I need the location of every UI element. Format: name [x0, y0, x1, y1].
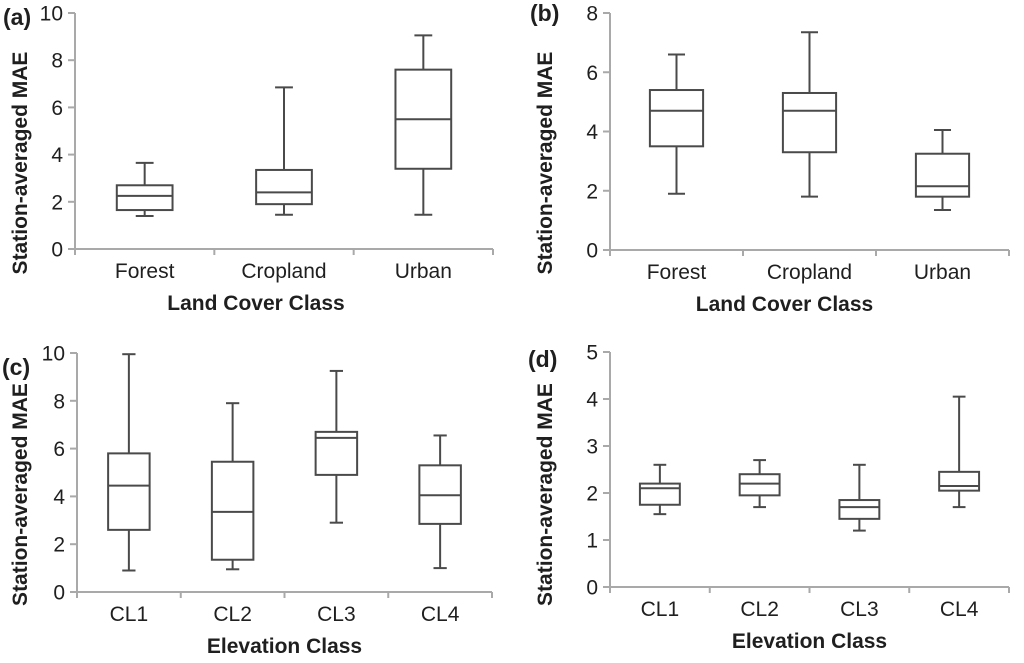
y-tick-label: 0	[53, 582, 65, 605]
x-axis-title: Land Cover Class	[167, 292, 344, 315]
y-tick-label: 6	[51, 97, 63, 120]
x-category-label: CL3	[840, 598, 879, 621]
y-axis-title: Station-averaged MAE	[534, 383, 557, 606]
box-whisker-Forest	[115, 161, 174, 217]
box-whisker-CL3	[838, 463, 881, 532]
y-tick-label: 8	[586, 3, 598, 26]
x-category-label: CL4	[421, 603, 460, 626]
y-tick-label: 8	[53, 390, 65, 413]
iqr-box	[638, 482, 681, 506]
y-tick-label: 10	[40, 3, 63, 26]
y-tick-label: 0	[51, 239, 63, 262]
boxplot-panel-d: 0 1 2 3 4 5 CL1 CL2 CL3 CL4 Elevation Class Station…	[528, 342, 1010, 653]
y-tick-label: 1	[586, 530, 598, 553]
panel-label: (a)	[3, 4, 31, 30]
box-whisker-CL2	[738, 459, 781, 509]
y-tick-label: 6	[53, 438, 65, 461]
box-whisker-CL1	[107, 353, 151, 572]
iqr-box	[838, 499, 881, 520]
x-axis-title: Land Cover Class	[696, 293, 873, 316]
box-whisker-Cropland	[781, 31, 838, 198]
x-category-label: Forest	[647, 261, 707, 284]
iqr-box	[914, 152, 971, 198]
y-tick-label: 2	[53, 534, 65, 557]
iqr-box	[210, 460, 255, 561]
y-tick-label: 10	[42, 343, 65, 366]
panel-label: (d)	[528, 346, 557, 372]
box-whisker-CL1	[638, 463, 681, 516]
boxplot-panel-c: 0 2 4 6 8 10 CL1 CL2 CL3 CL4 Elevation Class Statio…	[2, 343, 493, 658]
box-whisker-CL2	[210, 402, 255, 571]
y-tick-label: 0	[586, 240, 598, 263]
y-tick-label: 0	[586, 577, 598, 600]
x-category-label: CL2	[740, 598, 779, 621]
boxplot-panel-a: 0 2 4 6 8 10 Forest Cropland Urban Land Cover Cla…	[3, 3, 494, 315]
x-category-label: CL3	[317, 603, 356, 626]
iqr-box	[648, 89, 705, 148]
x-category-label: CL1	[641, 598, 680, 621]
x-axis-title: Elevation Class	[207, 635, 362, 658]
y-tick-label: 2	[586, 483, 598, 506]
y-tick-label: 5	[586, 342, 598, 365]
iqr-box	[255, 168, 313, 206]
box-whisker-Cropland	[255, 86, 313, 216]
y-tick-label: 4	[51, 144, 63, 167]
iqr-box	[738, 473, 781, 497]
y-tick-label: 4	[586, 389, 598, 412]
box-whisker-Forest	[648, 53, 705, 195]
iqr-box	[115, 184, 174, 212]
y-axis-title: Station-averaged MAE	[9, 52, 32, 275]
y-tick-label: 2	[51, 191, 63, 214]
y-axis-title: Station-averaged MAE	[534, 52, 557, 275]
y-axis-title: Station-averaged MAE	[9, 383, 32, 606]
iqr-box	[938, 470, 981, 492]
x-category-label: CL4	[940, 598, 979, 621]
box-whisker-CL3	[314, 369, 359, 524]
y-tick-label: 2	[586, 180, 598, 203]
y-tick-label: 6	[586, 62, 598, 85]
panel-label: (c)	[2, 354, 30, 380]
y-tick-label: 4	[586, 121, 598, 144]
x-category-label: Urban	[914, 261, 971, 284]
box-whisker-Urban	[394, 34, 453, 216]
x-category-label: CL1	[110, 603, 149, 626]
x-category-label: CL2	[213, 603, 252, 626]
panel-label: (b)	[530, 0, 559, 26]
y-tick-label: 3	[586, 436, 598, 459]
boxplot-panel-b: 0 2 4 6 8 Forest Cropland Urban Land Cover Class…	[530, 0, 1010, 316]
x-category-label: Urban	[395, 260, 452, 283]
box-whisker-Urban	[914, 129, 971, 212]
x-category-label: Cropland	[241, 260, 326, 283]
x-category-label: Forest	[115, 260, 175, 283]
y-tick-label: 4	[53, 486, 65, 509]
x-axis-title: Elevation Class	[732, 630, 887, 653]
x-category-label: Cropland	[767, 261, 852, 284]
box-whisker-CL4	[938, 395, 981, 509]
y-tick-label: 8	[51, 50, 63, 73]
iqr-box	[781, 91, 838, 154]
box-whisker-CL4	[418, 434, 462, 570]
iqr-box	[107, 452, 151, 531]
iqr-box	[314, 430, 359, 476]
